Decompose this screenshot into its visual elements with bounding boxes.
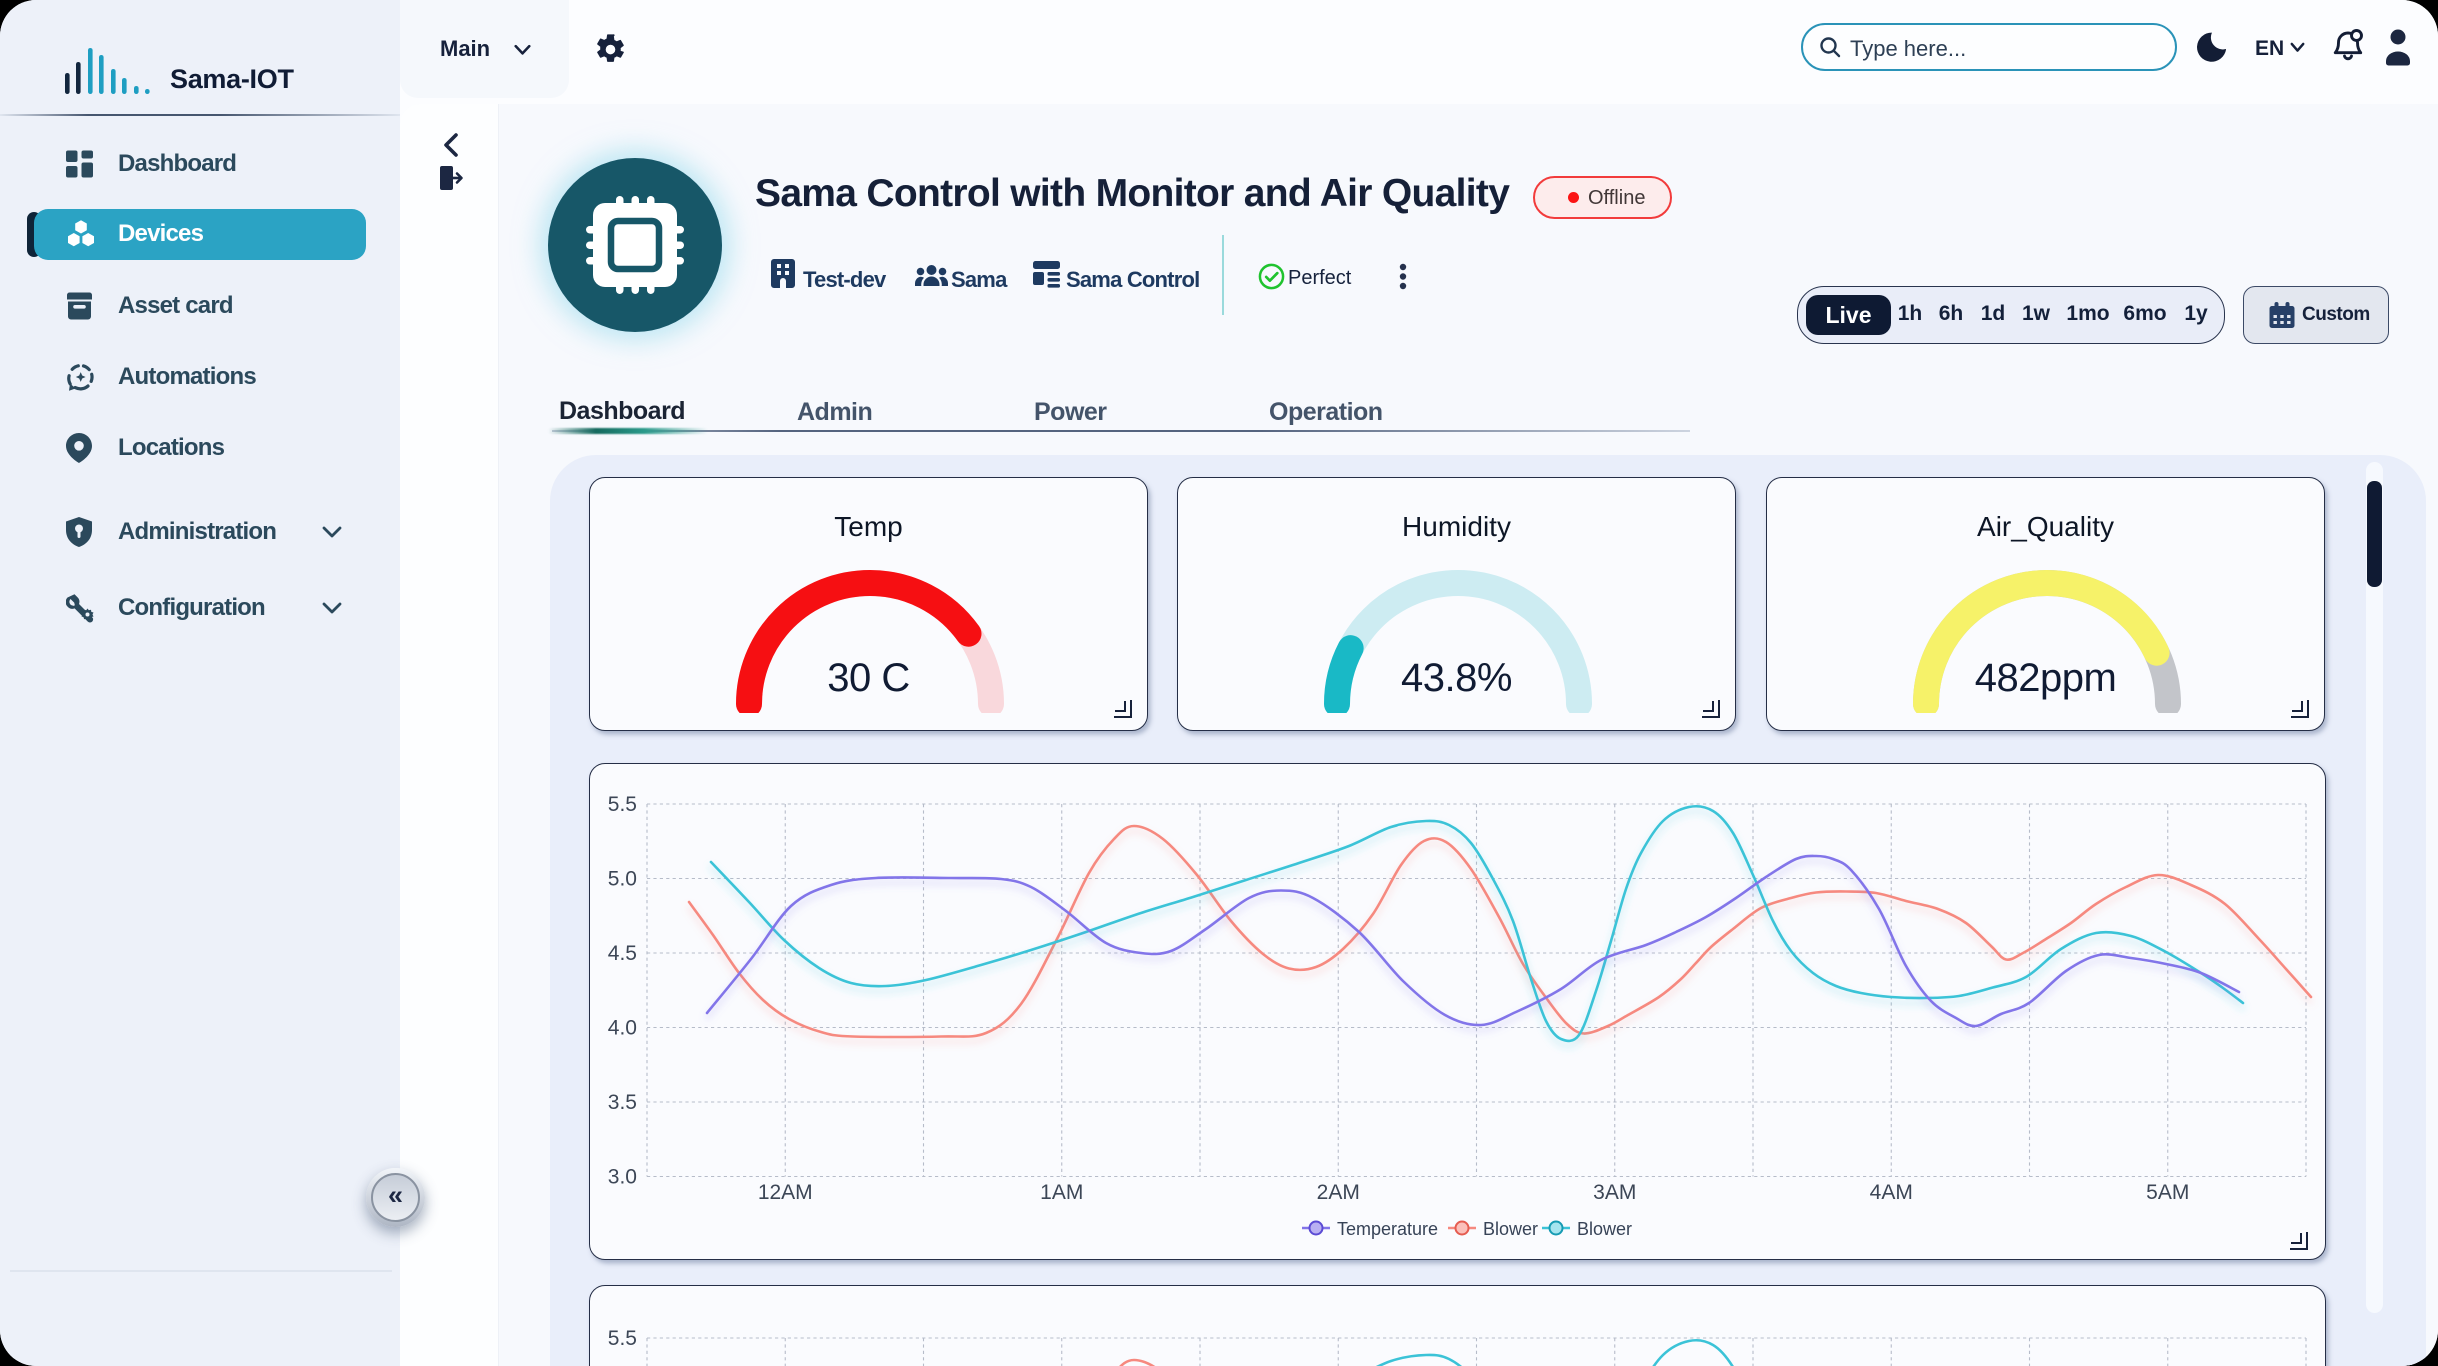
svg-text:Temperature: Temperature [1337,1219,1438,1239]
svg-text:5AM: 5AM [2146,1181,2189,1204]
svg-text:5.0: 5.0 [608,868,637,891]
svg-text:1AM: 1AM [1040,1181,1083,1204]
svg-text:3.0: 3.0 [608,1166,637,1189]
svg-text:12AM: 12AM [758,1181,813,1204]
svg-text:3AM: 3AM [1593,1181,1636,1204]
svg-text:5.5: 5.5 [608,1327,637,1350]
svg-text:Blower: Blower [1577,1219,1632,1239]
svg-text:4.5: 4.5 [608,942,637,965]
svg-text:5.5: 5.5 [608,793,637,816]
svg-text:4AM: 4AM [1870,1181,1913,1204]
svg-text:3.5: 3.5 [608,1091,637,1114]
svg-text:4.0: 4.0 [608,1017,637,1040]
svg-text:2AM: 2AM [1317,1181,1360,1204]
svg-text:Blower: Blower [1483,1219,1538,1239]
